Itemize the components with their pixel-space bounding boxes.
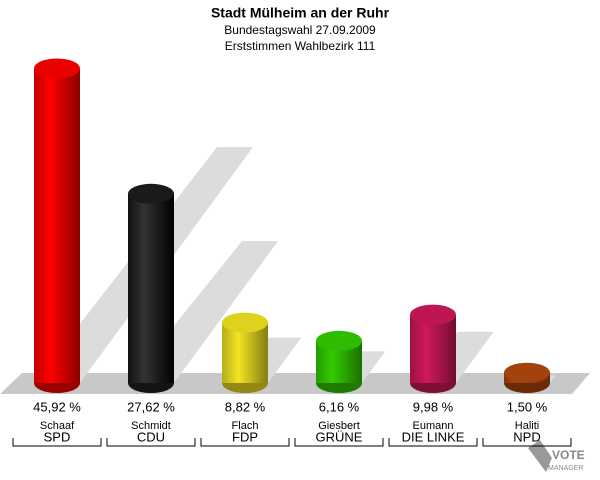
x-tick-label: GRÜNE bbox=[316, 429, 363, 444]
value-label: 9,98 % bbox=[413, 399, 454, 414]
candidate-label: Flach bbox=[232, 420, 259, 432]
value-label: 8,82 % bbox=[225, 399, 266, 414]
value-label: 6,16 % bbox=[319, 399, 360, 414]
value-label: 1,50 % bbox=[507, 399, 548, 414]
x-tick-label: SPD bbox=[44, 429, 71, 444]
candidate-label: Giesbert bbox=[318, 420, 360, 432]
category-bracket bbox=[200, 438, 290, 447]
candidate-label: Schaaf bbox=[40, 420, 75, 432]
category-bracket bbox=[482, 438, 572, 447]
category-bracket bbox=[12, 438, 102, 447]
bar bbox=[34, 68, 80, 383]
bar-top bbox=[410, 304, 456, 325]
candidate-label: Schmidt bbox=[131, 420, 171, 432]
chart-title: Stadt Mülheim an der Ruhr bbox=[211, 5, 390, 21]
candidate-label: Haliti bbox=[515, 420, 539, 432]
value-label: 45,92 % bbox=[33, 399, 81, 414]
logo-text: VOTE bbox=[552, 448, 585, 462]
logo: VOTE MANAGER bbox=[528, 440, 585, 472]
value-label: 27,62 % bbox=[127, 399, 175, 414]
category-bracket bbox=[388, 438, 478, 447]
bar-top bbox=[34, 58, 80, 79]
candidate-label: Eumann bbox=[413, 420, 454, 432]
x-tick-label: DIE LINKE bbox=[402, 429, 465, 444]
bar-top bbox=[128, 183, 174, 204]
logo-text: MANAGER bbox=[548, 465, 583, 472]
bar-top bbox=[316, 330, 362, 351]
bar-top bbox=[504, 362, 550, 383]
bar bbox=[222, 322, 268, 383]
category-bracket bbox=[106, 438, 196, 447]
logo-mark bbox=[528, 440, 552, 472]
bar bbox=[128, 193, 174, 383]
floor bbox=[0, 373, 590, 394]
bar-top bbox=[222, 312, 268, 333]
chart-subtitle: Bundestagswahl 27.09.2009 bbox=[224, 23, 376, 37]
chart-subtitle: Erststimmen Wahlbezirk 111 bbox=[225, 39, 376, 53]
x-tick-label: FDP bbox=[232, 429, 258, 444]
bar bbox=[410, 314, 456, 383]
x-tick-label: NPD bbox=[513, 429, 540, 444]
category-bracket bbox=[294, 438, 384, 447]
x-tick-label: CDU bbox=[137, 429, 165, 444]
